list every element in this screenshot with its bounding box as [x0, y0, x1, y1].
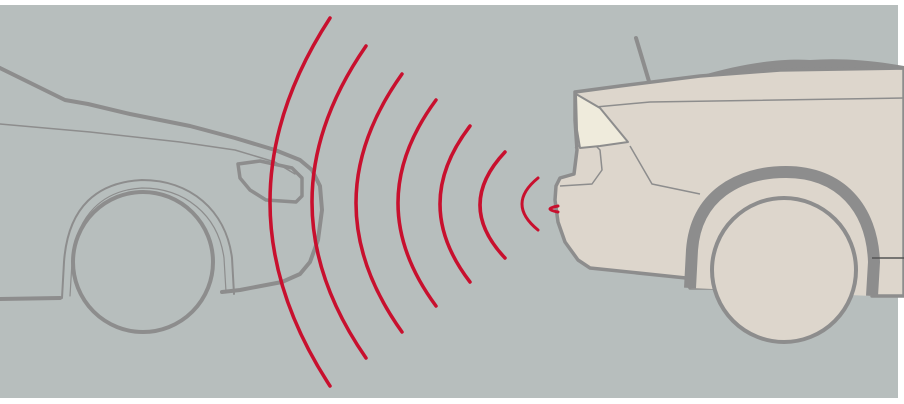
rear-car-taillight	[575, 93, 629, 149]
rear-car	[553, 36, 904, 344]
rear-car-crease-line	[629, 145, 701, 195]
signal-wave-arc	[478, 150, 507, 260]
signal-wave-arc	[310, 44, 368, 360]
front-car-wheel-arch	[61, 179, 235, 299]
rear-car-wheel	[710, 196, 858, 344]
front-car-outline	[0, 66, 324, 334]
signal-wave-arc	[354, 72, 404, 334]
signal-wave-arc	[396, 98, 438, 308]
signal-wave-arc	[438, 124, 472, 284]
signal-wave-arc	[548, 204, 560, 214]
front-car-wheel	[71, 190, 215, 334]
rear-car-trunk-line	[584, 97, 904, 109]
signal-wave-arc	[520, 176, 540, 232]
sensor-signal-waves	[268, 16, 560, 388]
signal-wave-arc	[268, 16, 332, 388]
front-car-body	[0, 66, 324, 301]
front-car-headlight	[236, 159, 304, 204]
